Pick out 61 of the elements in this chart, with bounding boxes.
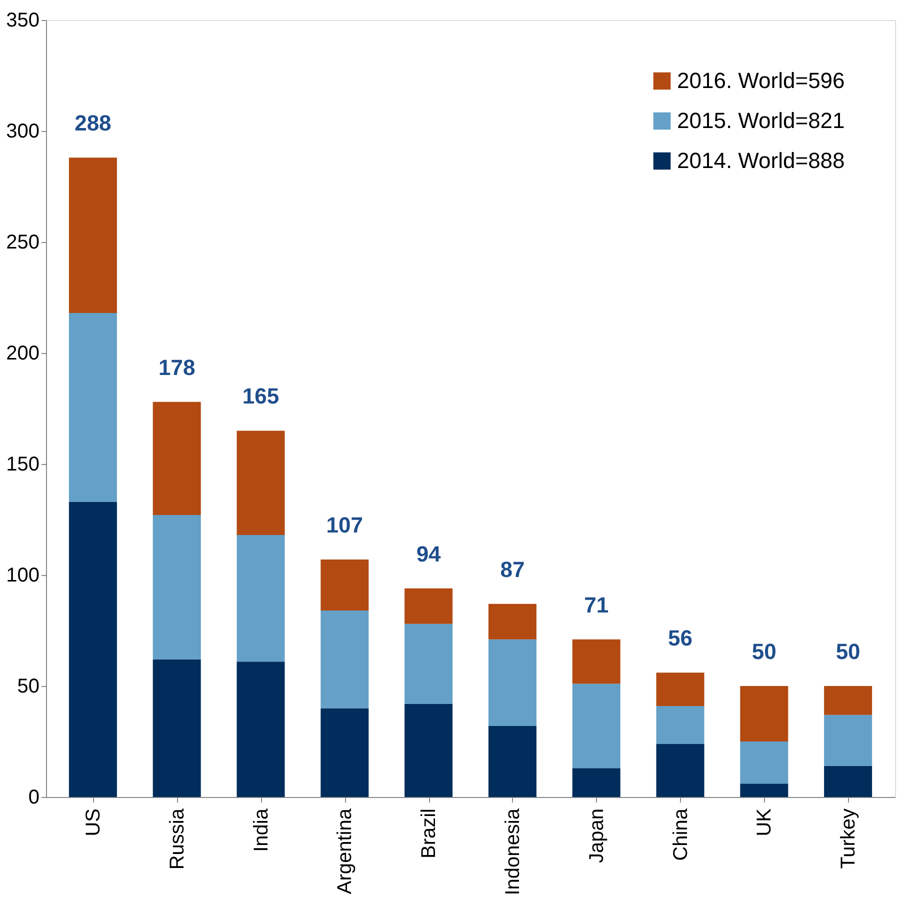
bar: [68, 158, 117, 314]
bar: [824, 686, 872, 715]
bar: [320, 708, 369, 797]
bar: [740, 784, 788, 797]
x-tick-label: China: [670, 808, 692, 861]
bar: [236, 430, 285, 536]
bar: [656, 744, 704, 797]
bar: [404, 588, 453, 624]
bar: [656, 672, 704, 706]
bar: [488, 604, 536, 640]
bar: [152, 515, 201, 660]
total-label: 50: [752, 639, 776, 664]
bar: [824, 766, 872, 797]
total-label: 71: [584, 592, 609, 618]
x-tick-label: US: [82, 808, 104, 836]
bar: [320, 559, 369, 611]
y-tick-label: 350: [6, 10, 40, 32]
legend-label: 2016. World=596: [677, 68, 845, 93]
x-tick-label: Turkey: [838, 808, 860, 869]
bar: [740, 686, 788, 742]
y-tick-label: 150: [6, 454, 40, 476]
total-label: 165: [242, 384, 280, 409]
total-label: 107: [326, 512, 364, 538]
total-label: 87: [500, 556, 525, 582]
y-tick-label: 200: [6, 342, 40, 364]
total-label: 56: [668, 626, 692, 651]
bar: [68, 313, 117, 502]
bar: [740, 742, 788, 784]
bar: [572, 639, 620, 684]
legend-label: 2015. World=821: [677, 108, 845, 133]
bar: [152, 402, 201, 516]
bar: [152, 659, 201, 797]
y-tick-label: 100: [6, 564, 40, 586]
bar: [236, 662, 285, 797]
bar: [68, 502, 117, 797]
y-tick-label: 0: [28, 786, 40, 808]
bar: [236, 535, 285, 662]
x-tick-label: India: [250, 808, 272, 852]
bar: [572, 768, 620, 797]
x-tick-label: Argentina: [334, 808, 356, 894]
bar: [404, 624, 453, 704]
legend-label: 2014. World=888: [677, 148, 845, 173]
bar: [824, 714, 872, 766]
y-tick-label: 300: [6, 120, 40, 142]
x-tick-label: Indonesia: [502, 808, 524, 896]
x-tick-label: Brazil: [418, 808, 440, 859]
total-label: 178: [158, 354, 196, 380]
y-tick-label: 250: [6, 232, 40, 254]
x-tick-label: UK: [754, 808, 776, 836]
total-label: 50: [836, 639, 860, 664]
bar: [572, 684, 620, 768]
total-label: 288: [74, 110, 112, 136]
bar: [320, 610, 369, 708]
x-tick-label: Russia: [166, 808, 188, 870]
bar: [488, 726, 536, 797]
total-label: 94: [416, 541, 442, 566]
bar: [488, 639, 536, 726]
y-tick-label: 50: [17, 676, 40, 698]
bar: [656, 706, 704, 744]
bar: [404, 704, 453, 797]
x-tick-label: Japan: [586, 808, 608, 863]
